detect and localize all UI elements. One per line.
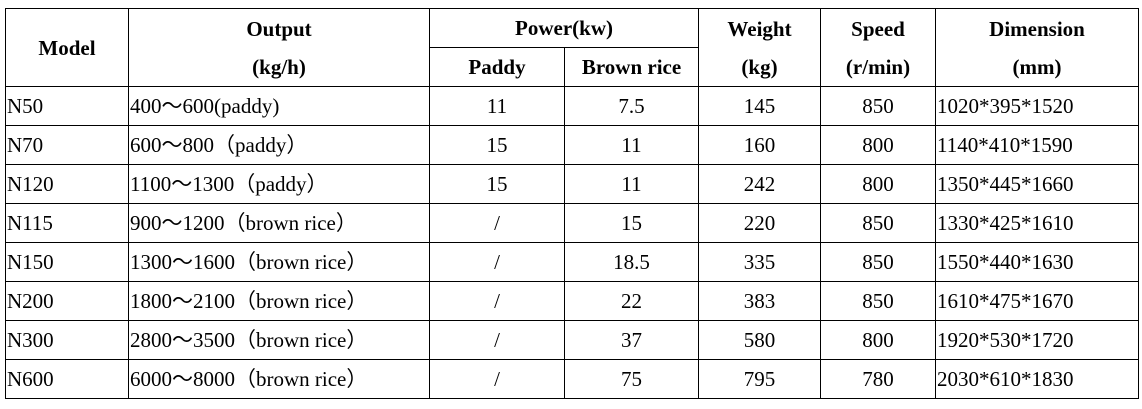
header-power: Power(kw) [429, 8, 699, 48]
cell-speed: 780 [820, 359, 936, 399]
table-row: N150 1300～1600（brown rice）/18.5 335 850 1550… [5, 242, 1139, 282]
cell-power-brown-rice: 37 [564, 320, 699, 360]
cell-dimension: 1550*440*1630 [935, 242, 1139, 282]
cell-power-paddy: / [429, 281, 565, 321]
cell-power-brown-rice: 11 [564, 164, 699, 204]
table-row: N200 1800～2100（brown rice）/22 383 850 1610*4… [5, 281, 1139, 321]
cell-power-paddy: / [429, 359, 565, 399]
cell-model: N50 [5, 86, 129, 126]
cell-model: N300 [5, 320, 129, 360]
table-row: N120 1100～1300（paddy） 15 11 242 800 1350*445*1… [5, 164, 1139, 204]
cell-weight: 335 [698, 242, 821, 282]
cell-weight: 383 [698, 281, 821, 321]
header-output-unit: (kg/h) [252, 54, 306, 79]
cell-model: N120 [5, 164, 129, 204]
cell-power-brown-rice: 7.5 [564, 86, 699, 126]
header-row-2: Paddy Brown rice [6, 47, 1139, 87]
cell-model: N150 [5, 242, 129, 282]
header-model: Model [5, 8, 129, 87]
table-row: N300 2800～3500（brown rice）/37 580 800 1920*5… [5, 320, 1139, 360]
cell-speed: 850 [820, 242, 936, 282]
header-dimension-unit: (mm) [1012, 54, 1062, 79]
table-row: N50 400～600(paddy) 11 7.5 145 850 1020*395*152… [5, 86, 1139, 126]
cell-power-paddy: / [429, 203, 565, 243]
table-row: N115 900～1200（brown rice）/15 220 850 1330*42… [5, 203, 1139, 243]
cell-model: N200 [5, 281, 129, 321]
cell-weight: 242 [698, 164, 821, 204]
cell-power-brown-rice: 11 [564, 125, 699, 165]
header-weight-unit: (kg) [741, 54, 778, 79]
cell-output: 1100～1300（paddy） [128, 164, 430, 204]
cell-power-paddy: 15 [429, 125, 565, 165]
cell-weight: 795 [698, 359, 821, 399]
header-dimension: Dimension (mm) [935, 8, 1139, 87]
cell-power-paddy: 11 [429, 86, 565, 126]
cell-dimension: 2030*610*1830 [935, 359, 1139, 399]
cell-output: 2800～3500（brown rice） [128, 320, 430, 360]
spec-table-container: Model Output (kg/h) Power(kw) Weight (kg… [5, 8, 1139, 399]
cell-output: 1300～1600（brown rice） [128, 242, 430, 282]
header-dimension-title: Dimension [989, 16, 1085, 41]
cell-speed: 850 [820, 281, 936, 321]
spec-table: Model Output (kg/h) Power(kw) Weight (kg… [5, 8, 1139, 399]
table-row: N600 6000～8000（brown rice）/75 795 780 2030*6… [5, 359, 1139, 399]
cell-weight: 145 [698, 86, 821, 126]
cell-power-paddy: 15 [429, 164, 565, 204]
cell-output: 6000～8000（brown rice） [128, 359, 430, 399]
header-output-title: Output [246, 16, 312, 41]
cell-speed: 850 [820, 203, 936, 243]
cell-output: 400～600(paddy) [128, 86, 430, 126]
header-row-1: Model Output (kg/h) Power(kw) Weight (kg… [5, 8, 1139, 87]
cell-power-paddy: / [429, 242, 565, 282]
cell-power-brown-rice: 22 [564, 281, 699, 321]
cell-dimension: 1610*475*1670 [935, 281, 1139, 321]
cell-speed: 800 [820, 320, 936, 360]
cell-power-brown-rice: 75 [564, 359, 699, 399]
cell-dimension: 1350*445*1660 [935, 164, 1139, 204]
header-speed: Speed (r/min) [820, 8, 936, 87]
header-brown-rice: Brown rice [564, 47, 699, 87]
cell-weight: 580 [698, 320, 821, 360]
cell-power-paddy: / [429, 320, 565, 360]
header-speed-unit: (r/min) [845, 54, 911, 79]
table-body: N50 400～600(paddy) 11 7.5 145 850 1020*395*152… [5, 86, 1139, 399]
table-header: Model Output (kg/h) Power(kw) Weight (kg… [5, 8, 1139, 87]
cell-speed: 800 [820, 164, 936, 204]
header-output: Output (kg/h) [128, 8, 430, 87]
cell-weight: 220 [698, 203, 821, 243]
cell-speed: 800 [820, 125, 936, 165]
header-speed-title: Speed [851, 16, 905, 41]
cell-power-brown-rice: 15 [564, 203, 699, 243]
table-row: N70 600～800（paddy） 15 11 160 800 1140*410*1590 [5, 125, 1139, 165]
cell-speed: 850 [820, 86, 936, 126]
cell-weight: 160 [698, 125, 821, 165]
cell-dimension: 1020*395*1520 [935, 86, 1139, 126]
cell-power-brown-rice: 18.5 [564, 242, 699, 282]
cell-output: 600～800（paddy） [128, 125, 430, 165]
cell-model: N115 [5, 203, 129, 243]
header-paddy: Paddy [429, 47, 565, 87]
cell-model: N70 [5, 125, 129, 165]
header-weight-title: Weight [727, 16, 792, 41]
cell-output: 1800～2100（brown rice） [128, 281, 430, 321]
cell-dimension: 1330*425*1610 [935, 203, 1139, 243]
cell-dimension: 1920*530*1720 [935, 320, 1139, 360]
cell-model: N600 [5, 359, 129, 399]
cell-dimension: 1140*410*1590 [935, 125, 1139, 165]
header-weight: Weight (kg) [698, 8, 821, 87]
cell-output: 900～1200（brown rice） [128, 203, 430, 243]
